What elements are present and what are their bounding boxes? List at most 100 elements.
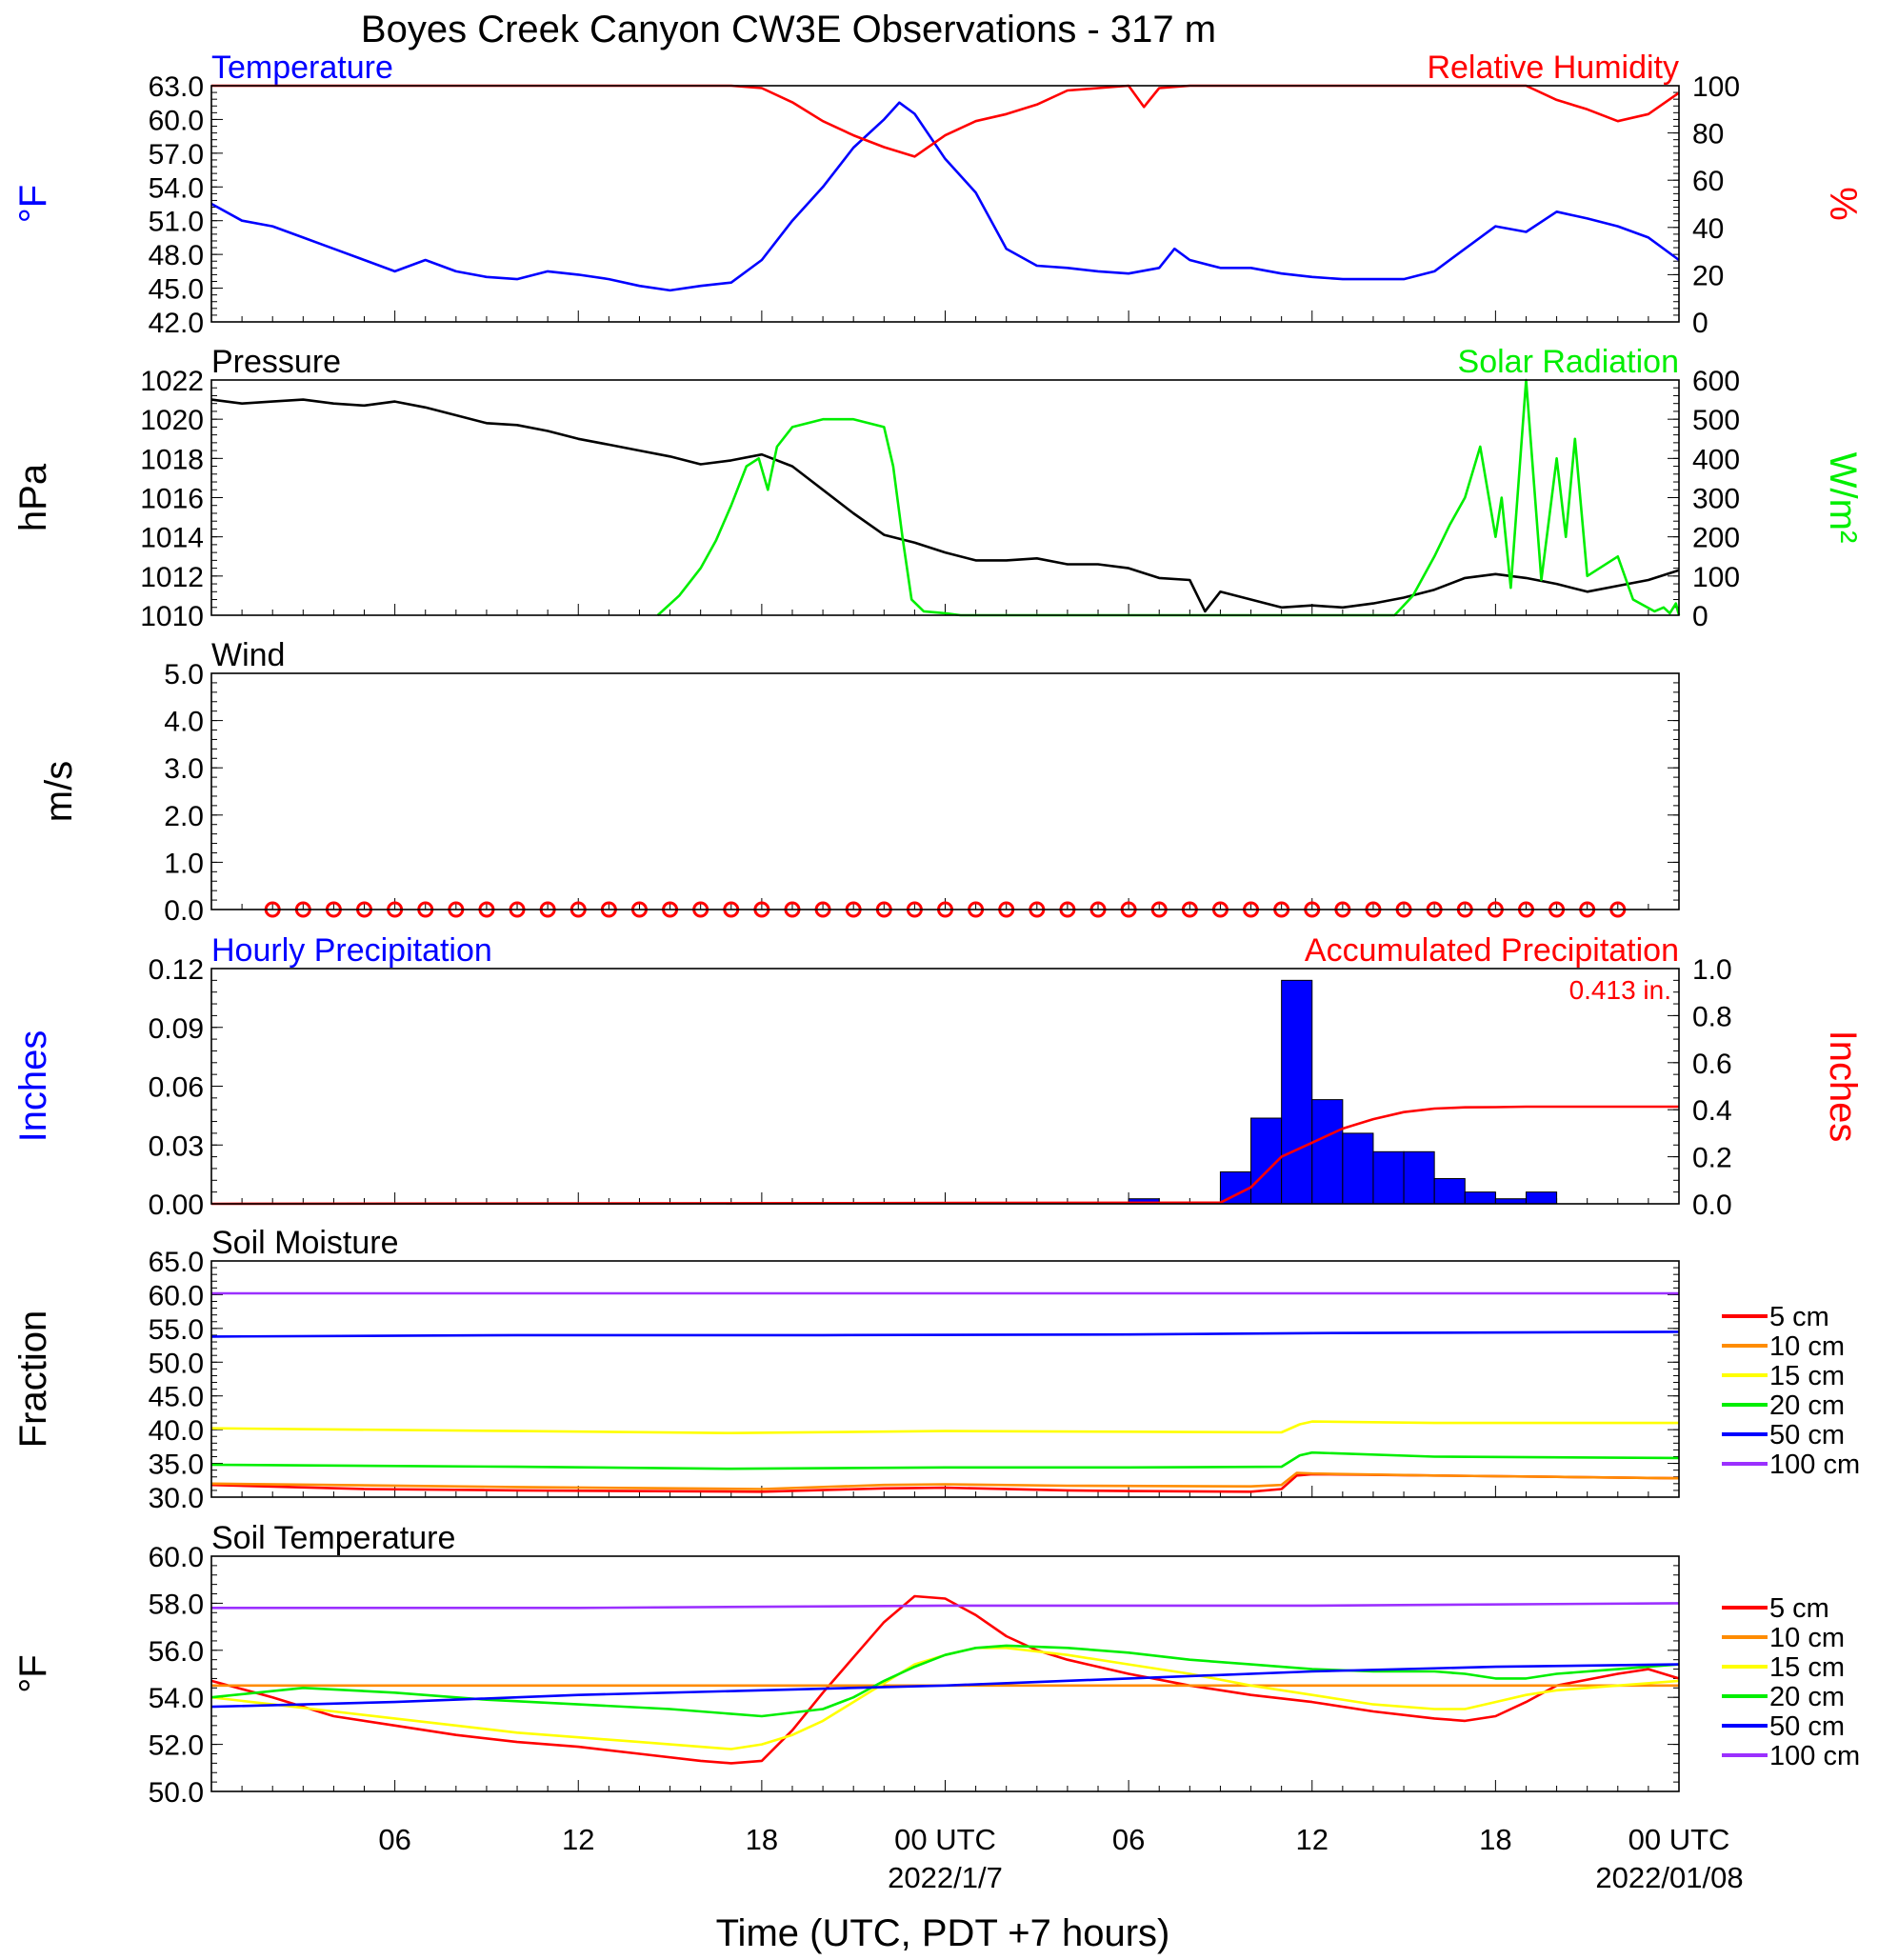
series-line-15-cm xyxy=(210,1420,1679,1434)
y-tick-label-soilm: 55.0 xyxy=(149,1314,204,1346)
y-tick-label-soilm: 65.0 xyxy=(149,1247,204,1278)
panel-frame xyxy=(210,85,1680,323)
panel-x-ticks xyxy=(210,898,1680,910)
legend-label: 20 cm xyxy=(1769,1390,1845,1421)
y-tick-label-wind: 1.0 xyxy=(164,848,204,879)
panels: 63.060.057.054.051.048.045.042.010080604… xyxy=(12,50,1864,1809)
y-tick-label-soilm: 45.0 xyxy=(149,1382,204,1413)
figure-title: Boyes Creek Canyon CW3E Observations - 3… xyxy=(361,9,1216,50)
precip-bar xyxy=(1342,1132,1374,1205)
y-tick-label-soilt: 60.0 xyxy=(149,1542,204,1573)
panel-frame xyxy=(210,1260,1680,1498)
y-right-tick-label-precip: 0.6 xyxy=(1692,1049,1732,1080)
y-axis-label-left: Inches xyxy=(12,1030,54,1143)
series-line-temperature xyxy=(210,101,1680,292)
y-right-tick-label-temp: 40 xyxy=(1692,213,1724,245)
precip-bar xyxy=(1403,1150,1435,1205)
legend-label: 50 cm xyxy=(1769,1420,1845,1450)
x-tick-label: 00 UTC xyxy=(894,1823,996,1856)
panel-title-left: Wind xyxy=(211,637,285,673)
y-tick-label-pres: 1010 xyxy=(140,601,204,632)
y-axis-label-right: % xyxy=(1822,187,1864,221)
panel-title-left: Hourly Precipitation xyxy=(211,932,492,969)
y-tick-label-precip: 0.06 xyxy=(149,1072,204,1104)
y-tick-label-pres: 1018 xyxy=(140,444,204,475)
legend-label: 100 cm xyxy=(1769,1450,1860,1480)
panel-title-right: Accumulated Precipitation xyxy=(1305,932,1679,969)
panel-frame xyxy=(210,1555,1680,1792)
precip-bar xyxy=(1372,1150,1405,1205)
y-tick-label-soilt: 50.0 xyxy=(149,1777,204,1809)
y-tick-label-temp: 57.0 xyxy=(149,139,204,170)
precip-bars xyxy=(1128,979,1558,1205)
y-axis-label-left: °F xyxy=(12,185,54,223)
y-axis-label-left: m/s xyxy=(38,761,80,822)
y-tick-label-soilt: 56.0 xyxy=(149,1636,204,1668)
panel-soilt: 60.0 58.0 56.0 54.0 52.0 50.0 Soil Temperature… xyxy=(12,1520,1860,1809)
panel-title-left: Soil Moisture xyxy=(211,1225,399,1261)
panel-x-ticks xyxy=(210,310,1680,322)
precip-bar xyxy=(1433,1178,1466,1205)
y-tick-label-precip: 0.00 xyxy=(149,1190,204,1221)
y-tick-label-temp: 60.0 xyxy=(149,105,204,136)
y-tick-label-pres: 1020 xyxy=(140,405,204,436)
x-axis-label: Time (UTC, PDT +7 hours) xyxy=(716,1912,1170,1954)
y-axis-label-right: Inches xyxy=(1822,1030,1864,1143)
series-line-accumulated-precipitation xyxy=(210,1105,1679,1206)
panel-frame xyxy=(210,672,1680,910)
precip-bar xyxy=(1464,1191,1496,1205)
panel-temp: 63.060.057.054.051.048.045.042.0 100 80 60 4… xyxy=(12,50,1864,339)
y-right-tick-label-pres: 200 xyxy=(1692,523,1740,554)
series-line-10-cm xyxy=(210,1471,1680,1490)
legend-label: 100 cm xyxy=(1769,1741,1860,1771)
x-date-label: 2022/1/7 xyxy=(888,1861,1003,1894)
precip-bar xyxy=(1219,1170,1252,1205)
legend-label: 15 cm xyxy=(1769,1361,1845,1391)
y-right-tick-label-precip: 0.2 xyxy=(1692,1143,1732,1174)
y-right-tick-label-temp: 20 xyxy=(1692,260,1724,291)
series-line-pressure xyxy=(210,398,1680,613)
y-right-tick-label-pres: 100 xyxy=(1692,562,1740,593)
panel-soilm: 65.060.055.050.045.040.035.030.0 Soil Moi… xyxy=(12,1225,1860,1514)
y-tick-label-soilt: 54.0 xyxy=(149,1683,204,1714)
y-tick-label-soilt: 52.0 xyxy=(149,1730,204,1762)
legend-label: 15 cm xyxy=(1769,1652,1845,1683)
y-tick-label-pres: 1012 xyxy=(140,562,204,593)
y-right-tick-label-temp: 80 xyxy=(1692,119,1724,150)
x-tick-label: 12 xyxy=(1296,1823,1329,1856)
y-right-tick-label-temp: 100 xyxy=(1692,71,1740,103)
legend-label: 20 cm xyxy=(1769,1682,1845,1712)
y-right-tick-label-pres: 600 xyxy=(1692,366,1740,397)
series-line-100-cm xyxy=(211,1602,1680,1610)
y-right-tick-label-pres: 400 xyxy=(1692,444,1740,475)
legend-label: 10 cm xyxy=(1769,1331,1845,1362)
y-tick-label-temp: 45.0 xyxy=(149,274,204,306)
y-right-tick-label-pres: 500 xyxy=(1692,405,1740,436)
y-tick-label-soilm: 50.0 xyxy=(149,1348,204,1379)
y-tick-label-temp: 63.0 xyxy=(149,71,204,103)
y-tick-label-wind: 0.0 xyxy=(164,895,204,927)
legend-label: 10 cm xyxy=(1769,1623,1845,1653)
y-right-tick-label-temp: 60 xyxy=(1692,166,1724,197)
legend-label: 5 cm xyxy=(1769,1302,1829,1332)
precip-bar xyxy=(1281,979,1313,1205)
accumulated-total-label: 0.413 in. xyxy=(1569,975,1671,1005)
precip-bar xyxy=(1525,1191,1558,1205)
y-tick-label-soilm: 30.0 xyxy=(149,1483,204,1514)
x-axis: 06 12 18 00 UTC 06 12 18 00 UTC 2022/1/7 2022/01/… xyxy=(378,1823,1743,1894)
panel-wind: 5.0 4.0 3.0 2.0 1.0 0.0 Wind m/s xyxy=(38,637,1680,927)
y-axis-label-right: W/m² xyxy=(1822,452,1864,544)
y-tick-label-wind: 5.0 xyxy=(164,659,204,690)
x-tick-label: 06 xyxy=(1112,1823,1145,1856)
y-tick-label-pres: 1014 xyxy=(140,523,204,554)
y-tick-label-wind: 2.0 xyxy=(164,801,204,832)
y-tick-label-wind: 3.0 xyxy=(164,753,204,785)
y-tick-label-wind: 4.0 xyxy=(164,707,204,738)
precip-bar xyxy=(1311,1099,1344,1205)
panel-precip: 0.12 0.09 0.06 0.03 0.00 1.0 0.8 0.6 0.4 0.2 0.0 Ho… xyxy=(12,932,1864,1221)
panel-pres: 1022 1020 1018 1016 1014 1012 1010 600 500 400 300… xyxy=(12,344,1864,632)
